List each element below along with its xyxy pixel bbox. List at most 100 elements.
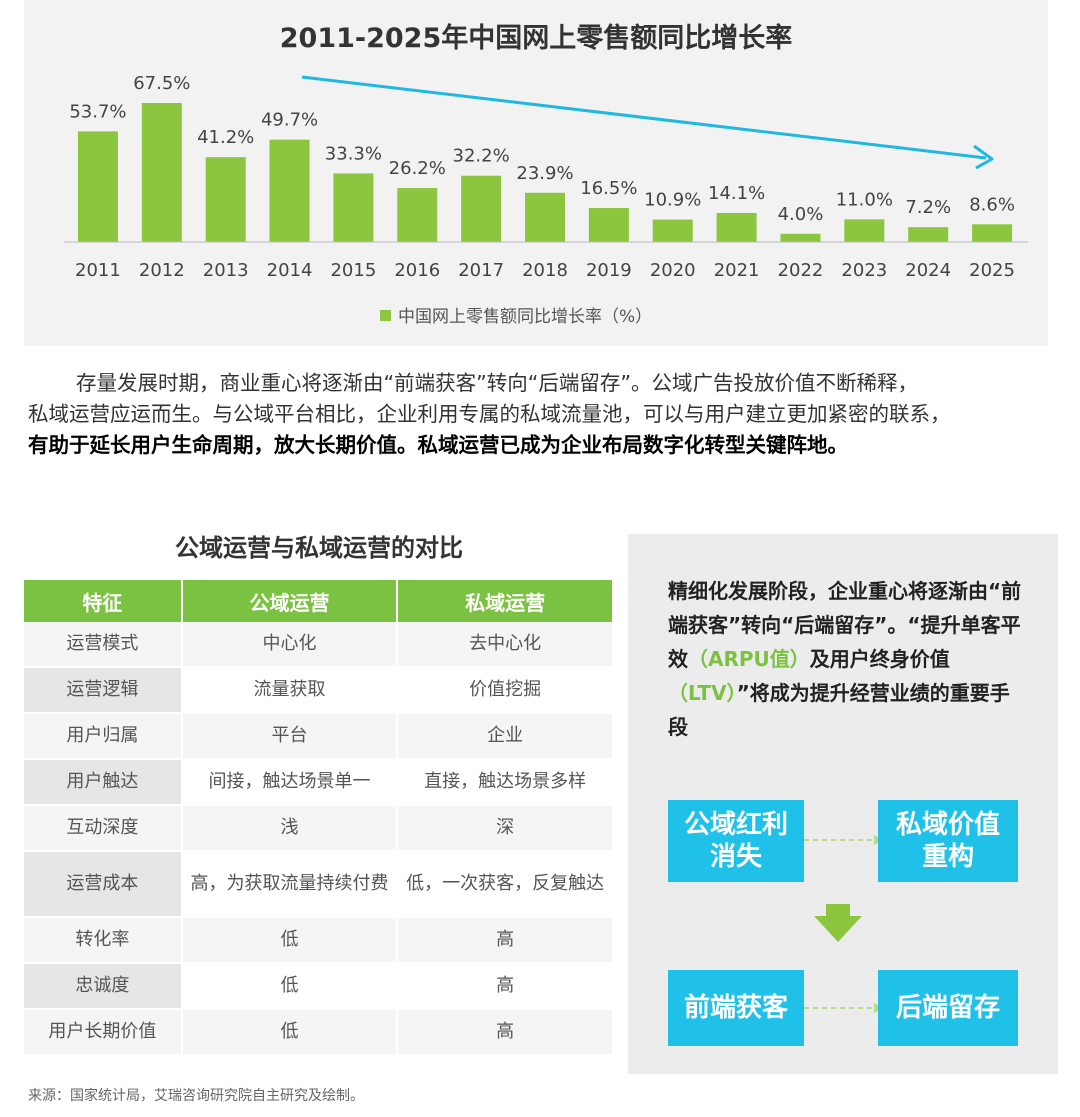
bar (652, 219, 693, 242)
x-tick-label: 2016 (394, 260, 440, 281)
bar-value-label: 32.2% (453, 146, 510, 167)
cell-feature: 忠诚度 (24, 964, 183, 1010)
cell-public: 间接，触达场景单一 (182, 760, 399, 806)
public-dividend-line1: 公域红利 (683, 810, 788, 840)
bar-value-label: 10.9% (644, 190, 701, 211)
bar-value-label: 33.3% (325, 143, 382, 164)
table-row: 用户归属 平台 企业 (24, 714, 614, 760)
cell-private: 高 (398, 918, 614, 964)
bar-value-label: 4.0% (778, 204, 824, 225)
table-row: 用户长期价值低高 (24, 1010, 614, 1056)
private-value-line1: 私域价值 (895, 810, 1000, 840)
source-note: 来源：国家统计局，艾瑞咨询研究院自主研究及绘制。 (28, 1088, 364, 1104)
x-tick-label: 2021 (714, 260, 760, 281)
x-tick-label: 2022 (778, 260, 824, 281)
x-tick-label: 2025 (969, 260, 1015, 281)
cell-private: 高 (398, 1010, 614, 1056)
intro-paragraph: 存量发展时期，商业重心将逐渐由“前端获客”转向“后端留存”。公域广告投放价值不断… (28, 368, 1058, 461)
insight-text-a: 精细化发展阶段，企业重心将逐渐由“前端获客”转向“后端留存”。“提升单客平效 (668, 579, 1022, 671)
header-feature: 特征 (24, 580, 183, 622)
cell-private: 深 (398, 806, 614, 852)
bar-value-label: 26.2% (389, 158, 446, 179)
x-tick-label: 2018 (522, 260, 568, 281)
table-row: 运营逻辑 流量获取 价值挖掘 (24, 668, 614, 714)
bar (844, 219, 885, 242)
cell-feature: 用户长期价值 (24, 1010, 183, 1056)
cell-private: 价值挖掘 (398, 668, 614, 714)
cell-private: 直接，触达场景多样 (398, 760, 614, 806)
cell-public: 中心化 (182, 622, 399, 668)
table-row: 用户触达 间接，触达场景单一 直接，触达场景多样 (24, 760, 614, 806)
legend-swatch (380, 310, 391, 321)
cell-private: 低，一次获客，反复触达 (398, 852, 614, 918)
bar (141, 103, 182, 242)
cell-public: 低 (182, 918, 399, 964)
bar (780, 233, 821, 242)
cell-private: 高 (398, 964, 614, 1010)
chart-title: 2011-2025年中国网上零售额同比增长率 (279, 23, 793, 54)
legend-label: 中国网上零售额同比增长率（%） (398, 307, 652, 327)
comparison-table: 特征 公域运营 私域运营 运营模式 中心化 去中心化 运营逻辑 流量获取 价值挖掘 用户归属… (24, 580, 614, 1056)
header-private: 私域运营 (398, 580, 614, 622)
bar-value-label: 7.2% (905, 197, 951, 218)
x-tick-label: 2019 (586, 260, 632, 281)
chart-panel: 2011-2025年中国网上零售额同比增长率 53.7% 2011 67.5% 201… (24, 0, 1048, 346)
table-row: 互动深度浅深 (24, 806, 614, 852)
bar (716, 212, 757, 242)
cell-feature: 转化率 (24, 918, 183, 964)
bar (525, 192, 565, 242)
x-tick-label: 2011 (75, 260, 121, 281)
bar-value-label: 41.2% (197, 127, 254, 148)
x-tick-label: 2020 (650, 260, 696, 281)
cell-public: 高，为获取流量持续付费 (182, 852, 399, 918)
flow-diagram-connectors (804, 835, 882, 1013)
front-acquisition-box: 前端获客 (668, 970, 804, 1046)
insight-arpu: （ARPU值） (688, 647, 810, 671)
private-value-box: 私域价值 重构 (878, 800, 1018, 882)
insight-text-c: ”将成为提升经营业绩的重要手段 (668, 681, 1010, 739)
comparison-title: 公域运营与私域运营的对比 (175, 534, 463, 562)
bar-value-label: 16.5% (580, 178, 637, 199)
bar (908, 227, 949, 242)
trend-arrow-line (301, 75, 987, 160)
bar-chart: 53.7% 2011 67.5% 2012 41.2% 2013 49.7% 2014 33.3… (64, 73, 1028, 327)
bar (972, 224, 1013, 242)
back-retention-box: 后端留存 (878, 970, 1018, 1046)
table-row: 忠诚度低高 (24, 964, 614, 1010)
x-tick-label: 2017 (458, 260, 504, 281)
cell-feature: 用户归属 (24, 714, 183, 760)
public-dividend-box: 公域红利 消失 (668, 800, 804, 882)
bar (77, 131, 118, 242)
bar-value-label: 14.1% (708, 183, 765, 204)
paragraph-line-3-bold: 有助于延长用户生命周期，放大长期价值。私域运营已成为企业布局数字化转型关键阵地。 (28, 433, 848, 457)
table-row: 运营成本 高，为获取流量持续付费 低，一次获客，反复触达 (24, 852, 614, 918)
table-row: 运营模式 中心化 去中心化 (24, 622, 614, 668)
x-tick-label: 2023 (841, 260, 887, 281)
bar-value-label: 8.6% (969, 194, 1015, 215)
bar (269, 139, 310, 242)
cell-public: 流量获取 (182, 668, 399, 714)
bar-value-label: 11.0% (836, 189, 893, 210)
down-arrow-icon (814, 904, 862, 942)
insight-panel: 精细化发展阶段，企业重心将逐渐由“前端获客”转向“后端留存”。“提升单客平效（A… (628, 534, 1058, 1074)
bar (588, 208, 629, 242)
cell-private: 企业 (398, 714, 614, 760)
header-public: 公域运营 (182, 580, 399, 622)
x-tick-label: 2015 (330, 260, 376, 281)
cell-feature: 用户触达 (24, 760, 183, 806)
paragraph-line-1: 存量发展时期，商业重心将逐渐由“前端获客”转向“后端留存”。公域广告投放价值不断… (76, 371, 918, 395)
insight-text-b: 及用户终身价值 (809, 647, 950, 671)
x-tick-label: 2013 (203, 260, 249, 281)
public-dividend-line2: 消失 (709, 842, 762, 872)
bar (333, 173, 374, 242)
bar (205, 157, 246, 242)
cell-private: 去中心化 (398, 622, 614, 668)
bar-value-label: 49.7% (261, 110, 318, 131)
bar-value-label: 23.9% (516, 163, 573, 184)
x-tick-label: 2012 (139, 260, 185, 281)
table-header-row: 特征 公域运营 私域运营 (24, 580, 614, 622)
cell-feature: 互动深度 (24, 806, 183, 852)
back-retention-label: 后端留存 (895, 993, 1000, 1023)
table-row: 转化率低高 (24, 918, 614, 964)
cell-public: 低 (182, 964, 399, 1010)
